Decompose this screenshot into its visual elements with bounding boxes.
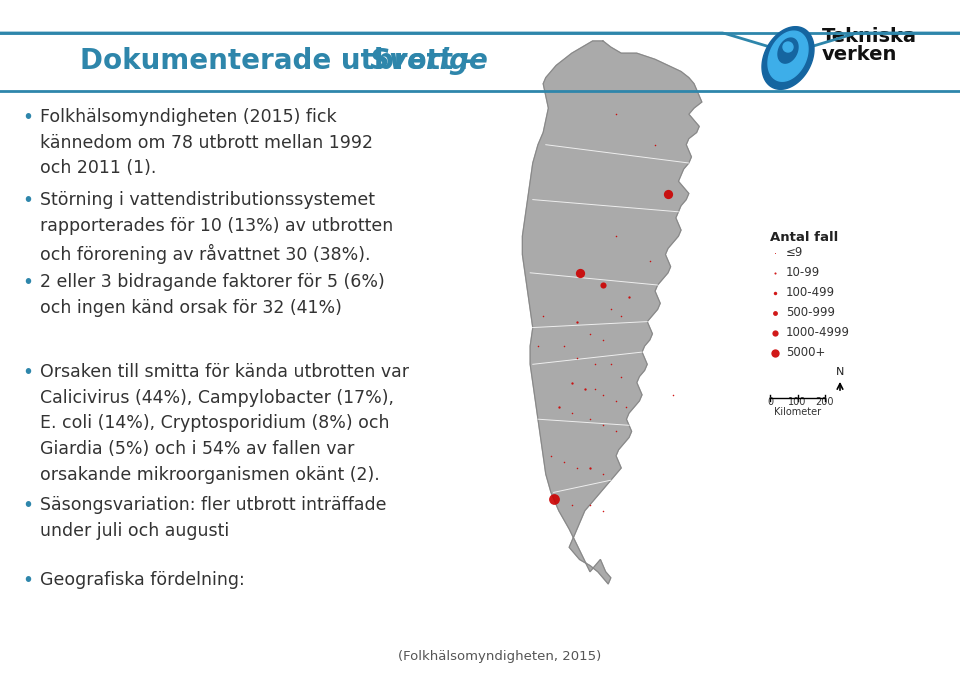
- Text: •: •: [22, 496, 34, 515]
- Text: 100: 100: [788, 397, 806, 407]
- Text: •: •: [22, 273, 34, 292]
- Text: Kilometer: Kilometer: [774, 407, 821, 417]
- Circle shape: [783, 42, 793, 52]
- Text: ≤9: ≤9: [786, 247, 804, 259]
- Text: 5000+: 5000+: [786, 347, 826, 360]
- Polygon shape: [522, 41, 702, 584]
- Text: •: •: [22, 191, 34, 210]
- Text: N: N: [836, 367, 844, 377]
- Text: Orsaken till smitta för kända utbrotten var
Calicivirus (44%), Campylobacter (17: Orsaken till smitta för kända utbrotten …: [40, 363, 409, 484]
- Polygon shape: [778, 38, 798, 63]
- Polygon shape: [762, 27, 814, 89]
- Text: Störning i vattendistributionssystemet
rapporterades för 10 (13%) av utbrotten
o: Störning i vattendistributionssystemet r…: [40, 191, 394, 264]
- Text: 100-499: 100-499: [786, 287, 835, 300]
- Text: Tekniska: Tekniska: [822, 27, 917, 46]
- Text: Antal fall: Antal fall: [770, 231, 838, 244]
- Text: Folkhälsomyndigheten (2015) fick
kännedom om 78 utbrott mellan 1992
och 2011 (1): Folkhälsomyndigheten (2015) fick kännedo…: [40, 108, 373, 177]
- Text: verken: verken: [822, 46, 898, 65]
- Polygon shape: [768, 31, 808, 81]
- Text: 200: 200: [816, 397, 834, 407]
- Text: 2 eller 3 bidragande faktorer för 5 (6%)
och ingen känd orsak för 32 (41%): 2 eller 3 bidragande faktorer för 5 (6%)…: [40, 273, 385, 317]
- Text: 0: 0: [767, 397, 773, 407]
- Text: :: :: [448, 47, 468, 75]
- Text: 500-999: 500-999: [786, 306, 835, 319]
- Text: Geografiska fördelning:: Geografiska fördelning:: [40, 571, 245, 589]
- Text: Sverige: Sverige: [370, 47, 489, 75]
- Text: Dokumenterade utbrott –: Dokumenterade utbrott –: [80, 47, 487, 75]
- Text: •: •: [22, 363, 34, 382]
- Text: 1000-4999: 1000-4999: [786, 326, 850, 340]
- Text: 10-99: 10-99: [786, 266, 820, 279]
- Text: •: •: [22, 571, 34, 590]
- Text: (Folkhälsomyndigheten, 2015): (Folkhälsomyndigheten, 2015): [398, 650, 602, 663]
- Text: •: •: [22, 108, 34, 127]
- Text: Säsongsvariation: fler utbrott inträffade
under juli och augusti: Säsongsvariation: fler utbrott inträffad…: [40, 496, 387, 540]
